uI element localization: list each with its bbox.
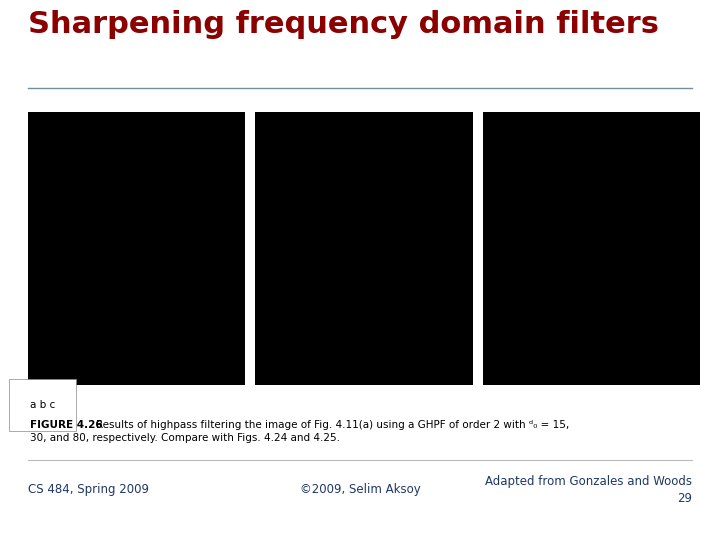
- Text: 30, and 80, respectively. Compare with Figs. 4.24 and 4.25.: 30, and 80, respectively. Compare with F…: [30, 433, 340, 443]
- Text: ©2009, Selim Aksoy: ©2009, Selim Aksoy: [300, 483, 420, 496]
- Text: Results of highpass filtering the image of Fig. 4.11(a) using a GHPF of order 2 : Results of highpass filtering the image …: [96, 420, 570, 430]
- Text: a b c: a b c: [30, 400, 55, 410]
- Text: CS 484, Spring 2009: CS 484, Spring 2009: [28, 483, 149, 496]
- Text: Adapted from Gonzales and Woods: Adapted from Gonzales and Woods: [485, 476, 692, 489]
- Bar: [28, 112, 246, 385]
- Text: Sharpening frequency domain filters: Sharpening frequency domain filters: [28, 10, 659, 39]
- Text: FIGURE 4.26: FIGURE 4.26: [30, 420, 103, 430]
- Bar: [256, 112, 472, 385]
- Bar: [482, 112, 700, 385]
- Text: 29: 29: [677, 491, 692, 504]
